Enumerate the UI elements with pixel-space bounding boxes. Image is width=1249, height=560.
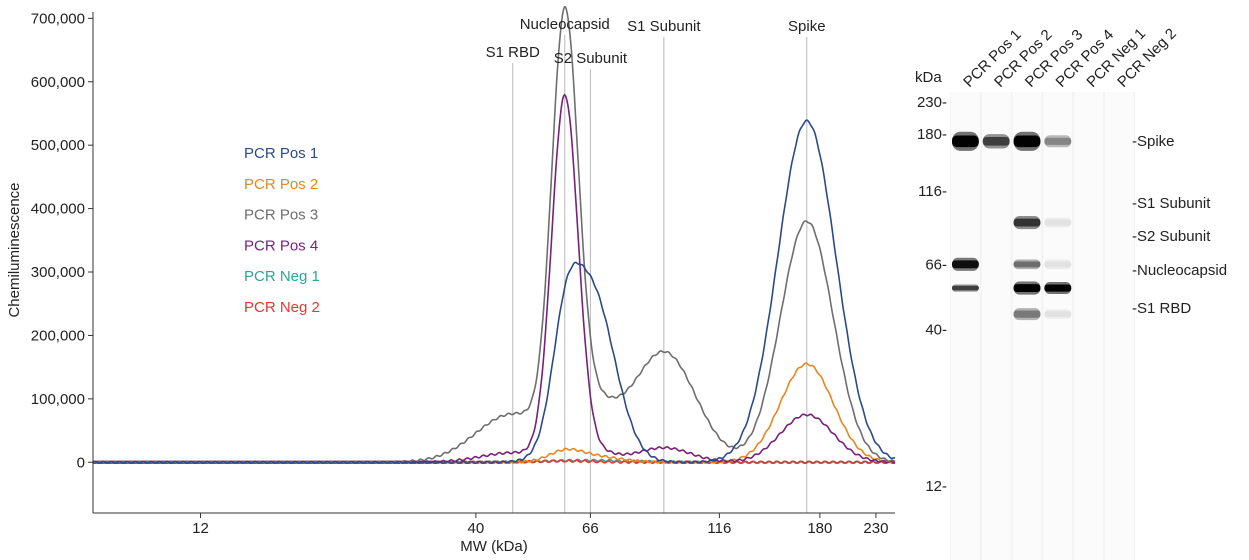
lane-pcr-pos-3 bbox=[1012, 92, 1042, 560]
y-tick-label: 600,000 bbox=[31, 74, 85, 91]
y-tick-label: 500,000 bbox=[31, 137, 85, 154]
band bbox=[1044, 219, 1072, 226]
legend-item-pcr-pos-1: PCR Pos 1 bbox=[244, 145, 318, 162]
x-tick-label: 116 bbox=[707, 520, 731, 537]
y-tick-label: 0 bbox=[77, 454, 85, 471]
mw-tick-label: 40- bbox=[925, 321, 947, 338]
legend: PCR Pos 1 PCR Pos 2 PCR Pos 3 PCR Pos 4 PCR … bbox=[244, 145, 320, 316]
legend-item-pcr-pos-4: PCR Pos 4 bbox=[244, 237, 318, 254]
peak-label-s1-rbd: S1 RBD bbox=[486, 44, 540, 61]
series-line-pcr-pos-2 bbox=[92, 362, 896, 465]
legend-item-pcr-neg-1: PCR Neg 1 bbox=[244, 268, 320, 285]
band-label-nucleocapsid: -Nucleocapsid bbox=[1132, 262, 1227, 279]
y-tick-label: 400,000 bbox=[31, 201, 85, 218]
band bbox=[952, 285, 979, 291]
lane-pcr-neg-1 bbox=[1074, 92, 1103, 560]
x-tick-label: 180 bbox=[807, 520, 832, 537]
series-line-pcr-pos-3 bbox=[92, 5, 896, 465]
band-labels: -Spike -S1 Subunit -S2 Subunit -Nucleocapsi… bbox=[1132, 133, 1227, 317]
band bbox=[1044, 261, 1072, 268]
x-tick-label: 66 bbox=[582, 520, 599, 537]
band bbox=[1013, 310, 1041, 318]
mw-tick-label: 116- bbox=[918, 183, 947, 200]
band-label-s1-subunit: -S1 Subunit bbox=[1132, 195, 1211, 212]
band bbox=[982, 136, 1010, 146]
y-tick-label: 700,000 bbox=[31, 10, 85, 27]
blot-background bbox=[950, 92, 1135, 560]
x-axis-ticks: 12 40 66 116 180 230 bbox=[192, 513, 888, 537]
band bbox=[1013, 284, 1041, 292]
x-axis-label: MW (kDa) bbox=[460, 538, 528, 555]
peak-label-s1-subunit: S1 Subunit bbox=[627, 18, 701, 35]
lane-pcr-pos-1 bbox=[951, 92, 980, 560]
band-label-s1-rbd: -S1 RBD bbox=[1132, 300, 1191, 317]
series-line-pcr-pos-1 bbox=[92, 119, 896, 465]
electropherogram-chart: 0 100,000 200,000 300,000 400,000 500,000 600,… bbox=[6, 5, 896, 555]
mw-ticks: 230- 180- 116- 66- 40- 12- bbox=[917, 94, 947, 495]
lane-pcr-pos-4 bbox=[1043, 92, 1073, 560]
y-tick-label: 300,000 bbox=[31, 264, 85, 281]
peak-label-nucleocapsid: Nucleocapsid bbox=[520, 16, 610, 33]
x-tick-label: 12 bbox=[192, 520, 209, 537]
blot-lanes bbox=[951, 92, 1134, 560]
kda-label: kDa bbox=[915, 69, 942, 86]
mw-tick-label: 12- bbox=[925, 478, 947, 495]
band bbox=[1013, 218, 1041, 227]
peak-label-s2-subunit: S2 Subunit bbox=[554, 50, 628, 67]
lane-pcr-pos-2 bbox=[981, 92, 1011, 560]
mw-tick-label: 230- bbox=[917, 94, 947, 111]
band-label-spike: -Spike bbox=[1132, 133, 1175, 150]
mw-tick-label: 66- bbox=[925, 256, 947, 273]
band bbox=[1013, 135, 1041, 148]
y-tick-label: 100,000 bbox=[31, 391, 85, 408]
legend-item-pcr-pos-3: PCR Pos 3 bbox=[244, 207, 318, 224]
band bbox=[952, 135, 979, 148]
band bbox=[1044, 284, 1072, 292]
band bbox=[952, 260, 979, 269]
x-tick-label: 40 bbox=[468, 520, 485, 537]
band-label-s2-subunit: -S2 Subunit bbox=[1132, 228, 1211, 245]
y-axis-ticks: 0 100,000 200,000 300,000 400,000 500,000 600,… bbox=[31, 10, 93, 471]
y-tick-label: 200,000 bbox=[31, 327, 85, 344]
peak-label-spike: Spike bbox=[788, 18, 826, 35]
peak-marker-lines bbox=[512, 35, 808, 513]
mw-tick-label: 180- bbox=[917, 126, 947, 143]
y-axis-label: Chemiluminescence bbox=[6, 182, 23, 317]
band bbox=[1044, 137, 1072, 145]
legend-item-pcr-neg-2: PCR Neg 2 bbox=[244, 299, 320, 316]
peak-marker-labels: S1 RBD Nucleocapsid S2 Subunit S1 Subunit Sp… bbox=[486, 16, 826, 67]
x-tick-label: 230 bbox=[863, 520, 888, 537]
band bbox=[1044, 311, 1072, 318]
series-traces bbox=[92, 5, 896, 465]
blot-bands bbox=[952, 131, 1072, 321]
legend-item-pcr-pos-2: PCR Pos 2 bbox=[244, 176, 318, 193]
band bbox=[1013, 261, 1041, 268]
lane-pcr-neg-2 bbox=[1105, 92, 1134, 560]
